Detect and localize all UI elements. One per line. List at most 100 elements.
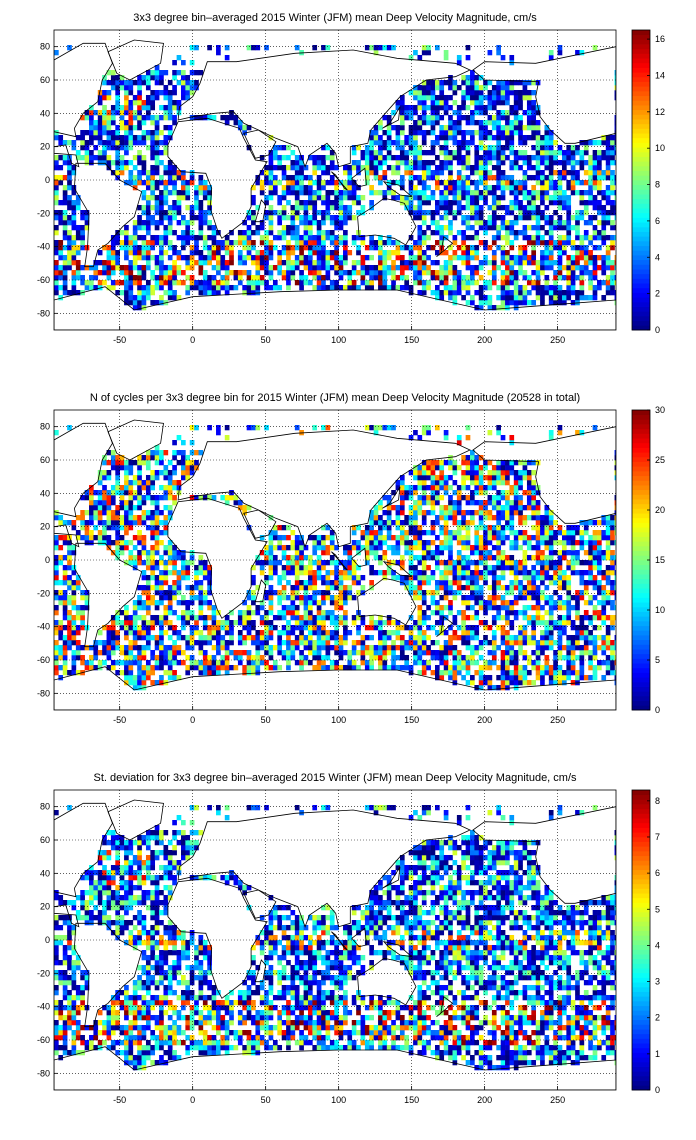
heatmap-cell <box>307 195 313 201</box>
heatmap-cell <box>163 670 169 676</box>
heatmap-cell <box>62 655 68 661</box>
heatmap-cell <box>312 165 318 171</box>
heatmap-cell <box>399 130 405 136</box>
heatmap-cell <box>198 205 204 211</box>
heatmap-cell <box>237 280 243 286</box>
heatmap-cell <box>470 100 475 106</box>
heatmap-cell <box>601 280 607 286</box>
heatmap-cell <box>294 585 300 591</box>
heatmap-cell <box>540 200 545 206</box>
heatmap-cell <box>246 595 252 601</box>
heatmap-cell <box>224 290 230 296</box>
heatmap-cell <box>246 625 252 631</box>
heatmap-cell <box>97 90 103 96</box>
heatmap-cell <box>185 220 191 226</box>
heatmap-cell <box>540 160 545 166</box>
heatmap-cell <box>386 645 392 651</box>
heatmap-cell <box>286 285 291 291</box>
heatmap-cell <box>264 650 269 656</box>
heatmap-cell <box>395 145 401 151</box>
heatmap-cell <box>286 635 291 641</box>
heatmap-cell <box>386 510 392 516</box>
heatmap-cell <box>132 475 138 481</box>
heatmap-cell <box>299 175 304 181</box>
heatmap-cell <box>141 235 147 241</box>
heatmap-cell <box>115 75 120 81</box>
heatmap-cell <box>557 160 563 166</box>
heatmap-cell <box>194 595 199 601</box>
heatmap-cell <box>75 260 81 266</box>
heatmap-cell <box>404 110 410 116</box>
heatmap-cell <box>119 80 125 86</box>
heatmap-cell <box>399 105 405 111</box>
heatmap-cell <box>154 605 160 611</box>
heatmap-cell <box>137 540 142 546</box>
heatmap-cell <box>334 185 339 191</box>
heatmap-cell <box>500 180 506 186</box>
heatmap-cell <box>325 155 331 161</box>
heatmap-cell <box>386 135 392 141</box>
heatmap-cell <box>360 635 366 641</box>
heatmap-cell <box>557 200 563 206</box>
heatmap-cell <box>417 255 423 261</box>
heatmap-cell <box>364 550 370 556</box>
heatmap-cell <box>106 90 112 96</box>
heatmap-cell <box>172 90 177 96</box>
heatmap-cell <box>597 280 602 286</box>
heatmap-cell <box>592 270 598 276</box>
heatmap-cell <box>303 635 309 641</box>
heatmap-cell <box>329 600 335 606</box>
heatmap-cell <box>145 110 151 116</box>
heatmap-cell <box>378 425 383 431</box>
heatmap-cell <box>198 580 204 586</box>
heatmap-cell <box>338 580 344 586</box>
heatmap-cell <box>373 620 379 626</box>
heatmap-cell <box>491 105 497 111</box>
heatmap-cell <box>62 600 68 606</box>
heatmap-cell <box>461 95 466 101</box>
heatmap-cell <box>207 45 212 51</box>
heatmap-cell <box>154 540 160 546</box>
heatmap-cell <box>286 190 291 196</box>
heatmap-cell <box>102 510 107 516</box>
heatmap-cell <box>557 195 563 201</box>
heatmap-cell <box>356 590 361 596</box>
heatmap-cell <box>167 485 173 491</box>
heatmap-cell <box>124 620 129 626</box>
heatmap-cell <box>592 195 598 201</box>
heatmap-cell <box>299 165 304 171</box>
colorbar-tick-label: 14 <box>655 70 665 80</box>
heatmap-cell <box>434 250 440 256</box>
heatmap-cell <box>356 285 361 291</box>
heatmap-cell <box>189 615 195 621</box>
heatmap-cell <box>605 160 611 166</box>
heatmap-cell <box>251 640 256 646</box>
heatmap-cell <box>154 185 160 191</box>
heatmap-cell <box>364 170 370 176</box>
heatmap-cell <box>159 630 164 636</box>
colorbar-tick-label: 0 <box>655 325 660 335</box>
heatmap-cell <box>378 260 383 266</box>
heatmap-cell <box>194 285 199 291</box>
heatmap-cell <box>338 215 344 221</box>
heatmap-cell <box>382 510 388 516</box>
heatmap-cell <box>487 295 493 301</box>
heatmap-cell <box>80 145 85 151</box>
heatmap-cell <box>439 235 445 241</box>
heatmap-cell <box>303 245 309 251</box>
heatmap-cell <box>338 590 344 596</box>
heatmap-cell <box>286 640 291 646</box>
heatmap-cell <box>338 645 344 651</box>
heatmap-cell <box>264 580 269 586</box>
heatmap-cell <box>461 185 466 191</box>
heatmap-cell <box>75 645 81 651</box>
heatmap-cell <box>251 195 256 201</box>
heatmap-cell <box>535 140 541 146</box>
heatmap-cell <box>307 220 313 226</box>
heatmap-cell <box>548 175 554 181</box>
heatmap-cell <box>343 270 348 276</box>
heatmap-cell <box>395 105 401 111</box>
heatmap-cell <box>207 255 212 261</box>
heatmap-cell <box>102 540 107 546</box>
heatmap-cell <box>391 570 396 576</box>
